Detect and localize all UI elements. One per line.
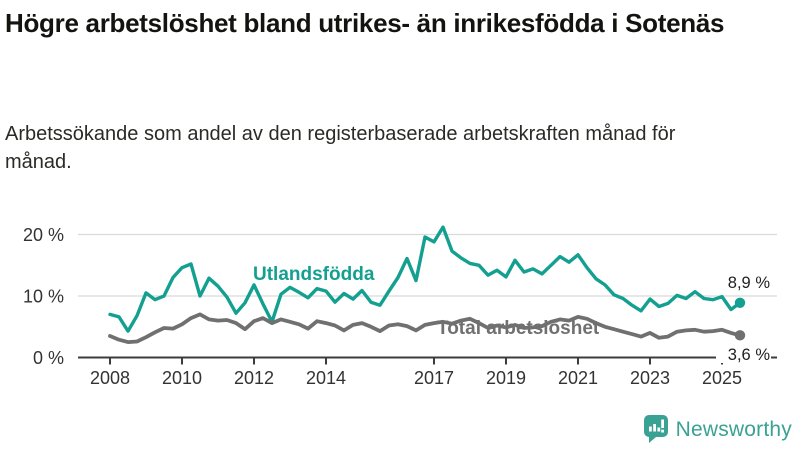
- newsworthy-logo: Newsworthy: [643, 415, 792, 444]
- page-title: Högre arbetslöshet bland utrikes- än inr…: [5, 8, 725, 38]
- value-label: 8,9 %: [728, 274, 771, 292]
- x-tick-label: 2021: [558, 368, 598, 388]
- newsworthy-icon: [643, 415, 668, 443]
- value-label-bg: [716, 343, 771, 363]
- x-tick-label: 2010: [162, 368, 202, 388]
- x-tick-label: 2012: [234, 368, 274, 388]
- y-tick-label: 0 %: [33, 348, 64, 368]
- x-tick-label: 2014: [306, 368, 346, 388]
- series-line-utlandsfodda: [108, 225, 742, 333]
- line-chart: 2008 2010 2012 2014 2017 2019 2021 2023 2025 0 % 1…: [0, 200, 800, 400]
- series-end-dot: [734, 297, 746, 308]
- x-tick-label: 2019: [486, 368, 526, 388]
- x-tick-label: 2008: [90, 368, 130, 388]
- x-tick-label: 2025: [702, 368, 742, 388]
- series-line-total: [108, 312, 742, 345]
- y-tick-label: 10 %: [23, 287, 64, 307]
- x-tick-label: 2017: [414, 368, 454, 388]
- x-tick-label: 2023: [630, 368, 670, 388]
- series-end-dot: [734, 330, 746, 341]
- y-tick-label: 20 %: [23, 225, 64, 245]
- value-label: 3,6 %: [728, 346, 771, 364]
- header: Högre arbetslöshet bland utrikes- än inr…: [5, 6, 795, 40]
- chart-subtitle: Arbetssökande som andel av den registerb…: [5, 123, 676, 173]
- line-chart-canvas: 2008 2010 2012 2014 2017 2019 2021 2023 2025 0 % 1…: [23, 225, 777, 388]
- newsworthy-wordmark: Newsworthy: [675, 417, 792, 441]
- series-label: Total arbetslöshet: [437, 318, 600, 339]
- series-label: Utlandsfödda: [253, 264, 375, 285]
